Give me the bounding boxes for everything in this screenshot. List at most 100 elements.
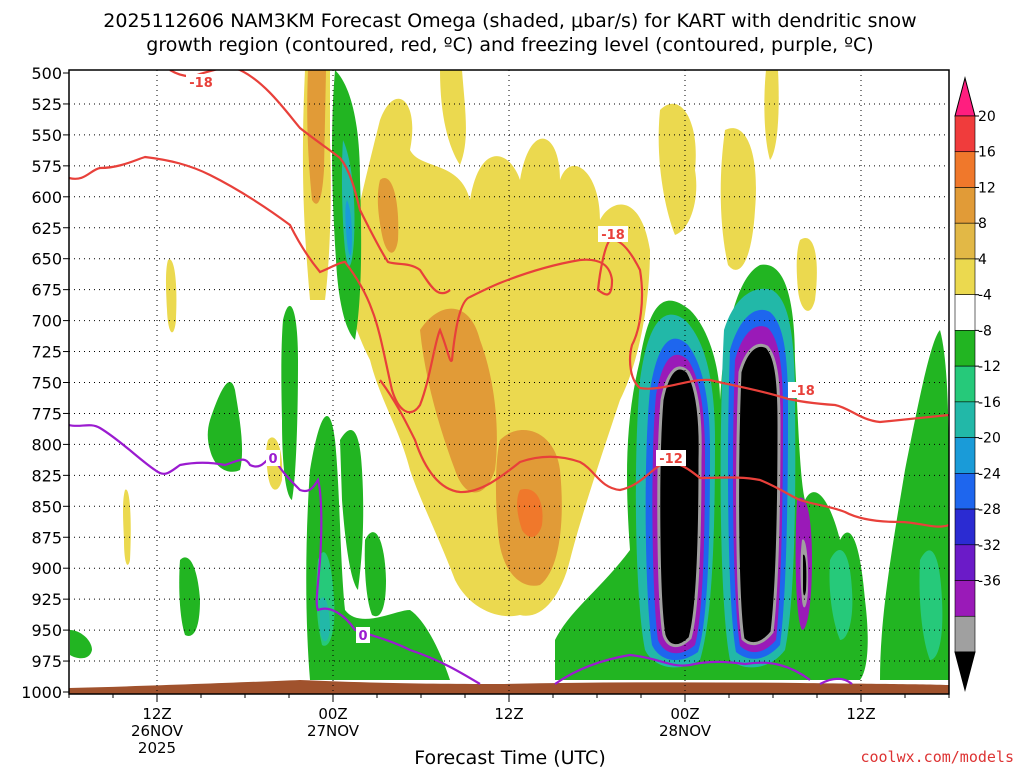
y-tick-label: 675 [31,281,62,300]
y-tick-label: 800 [31,435,62,454]
contour-label-dendritic-4: -12 [659,452,683,467]
colorbar-segment [954,473,976,510]
colorbar-segment [954,187,976,224]
contour-labels: -18 -18 -18 -12 0 0 [186,74,818,644]
x-tick-year: 2025 [138,739,176,757]
y-tick-label: 950 [31,621,62,640]
omega-negative-teal-right [919,550,943,660]
contour-label-dendritic-1: -18 [189,76,213,91]
y-tick-label: 850 [31,497,62,516]
contour-label-dendritic-2: -18 [601,228,625,243]
y-tick-label: 600 [31,188,62,207]
colorbar-tick-label: -36 [978,574,1001,590]
omega-negative-black-core-2 [736,343,781,646]
y-tick-label: 900 [31,559,62,578]
x-tick-label: 12Z [846,705,875,723]
omega-negative-green-8 [364,532,386,617]
omega-negative-teal-mid [829,550,853,640]
contour-label-freezing-1: 0 [268,452,277,467]
plot-field [69,70,949,694]
omega-positive-orange-6 [517,489,543,537]
contour-label-dendritic-3: -18 [791,384,815,399]
omega-positive-yellow-4 [658,103,697,235]
colorbar-segment [954,258,976,295]
terrain-surface [69,680,949,694]
colorbar-segment [954,222,976,260]
freezing-contour-main [69,423,481,685]
colorbar-tick-label: 4 [978,252,987,268]
y-tick-label: 750 [31,374,62,393]
omega-negative-green-6 [306,416,450,680]
omega-negative-green-4 [179,557,200,636]
omega-positive-yellow-8 [166,259,177,333]
omega-positive-yellow-5 [720,128,756,270]
y-tick-label: 875 [31,528,62,547]
omega-positive-orange-3 [307,70,326,204]
omega-negative-green-3 [281,305,298,500]
colorbar-tick-label: 12 [978,180,996,196]
colorbar: 20 16 12 8 4 -4 -8 -12 -16 -20 -24 -28 -32 -36 [954,76,1001,692]
chart-title-line2: growth region (contoured, red, ºC) and f… [146,34,873,56]
y-tick-label: 525 [31,95,62,114]
time-gridlines [156,70,862,694]
y-tick-label: 625 [31,219,62,238]
x-tick-date: 26NOV [131,722,184,740]
x-tick-date: 28NOV [659,722,712,740]
y-tick-label: 1000 [21,683,62,702]
colorbar-segment [954,580,976,617]
omega-negative-green-2 [207,381,243,472]
omega-negative-black-small [803,554,807,596]
omega-positive-yellow-3 [440,70,466,165]
x-tick-label: 00Z [670,705,699,723]
colorbar-tick-label: -28 [978,502,1001,518]
colorbar-segment [954,401,976,438]
colorbar-tick-label: 16 [978,145,996,161]
omega-positive-orange-4 [377,178,399,253]
omega-negative-green-7 [340,430,364,590]
colorbar-top-arrow [954,76,976,117]
x-tick-label: 00Z [318,705,347,723]
colorbar-tick-label: -16 [978,395,1001,411]
y-tick-label: 775 [31,404,62,423]
y-tick-label: 700 [31,312,62,331]
colorbar-segment [954,294,976,331]
colorbar-segment [954,115,976,153]
colorbar-segment [954,151,976,188]
y-tick-label: 575 [31,157,62,176]
y-tick-label: 500 [31,64,62,83]
y-tick-label: 550 [31,126,62,145]
x-tick-label: 12Z [494,705,523,723]
colorbar-bottom-arrow [954,651,976,692]
omega-positive-orange-1 [420,308,497,493]
colorbar-tick-label: -4 [978,288,992,304]
colorbar-tick-label: -12 [978,359,1001,375]
x-axis-label: Forecast Time (UTC) [414,747,605,768]
colorbar-segment [954,615,976,653]
omega-positive-yellow-9 [123,489,131,565]
freezing-level-contour [69,423,853,685]
y-axis: 500 525 550 575 600 625 650 675 700 725 750 775 800 8… [21,64,69,702]
omega-negative-green-5 [70,630,92,659]
colorbar-tick-label: -24 [978,466,1001,482]
colorbar-segment [954,330,976,367]
y-tick-label: 825 [31,466,62,485]
credit-text: coolwx.com/models [860,748,1014,766]
omega-positive-yellow-6 [764,70,779,160]
chart-title-line1: 2025112606 NAM3KM Forecast Omega (shaded… [103,10,916,32]
y-tick-label: 650 [31,250,62,269]
colorbar-tick-label: -20 [978,431,1001,447]
y-tick-label: 925 [31,590,62,609]
colorbar-tick-label: -32 [978,538,1001,554]
dendritic-contour-minus18-upper [69,155,949,424]
y-tick-label: 975 [31,652,62,671]
colorbar-tick-label: -8 [978,323,992,339]
colorbar-segment [954,437,976,474]
omega-positive-yellow [346,98,650,617]
colorbar-segment [954,544,976,581]
x-tick-label: 12Z [142,705,171,723]
colorbar-segment [954,508,976,546]
omega-negative-blue-1 [345,200,352,256]
x-tick-date: 27NOV [307,722,360,740]
